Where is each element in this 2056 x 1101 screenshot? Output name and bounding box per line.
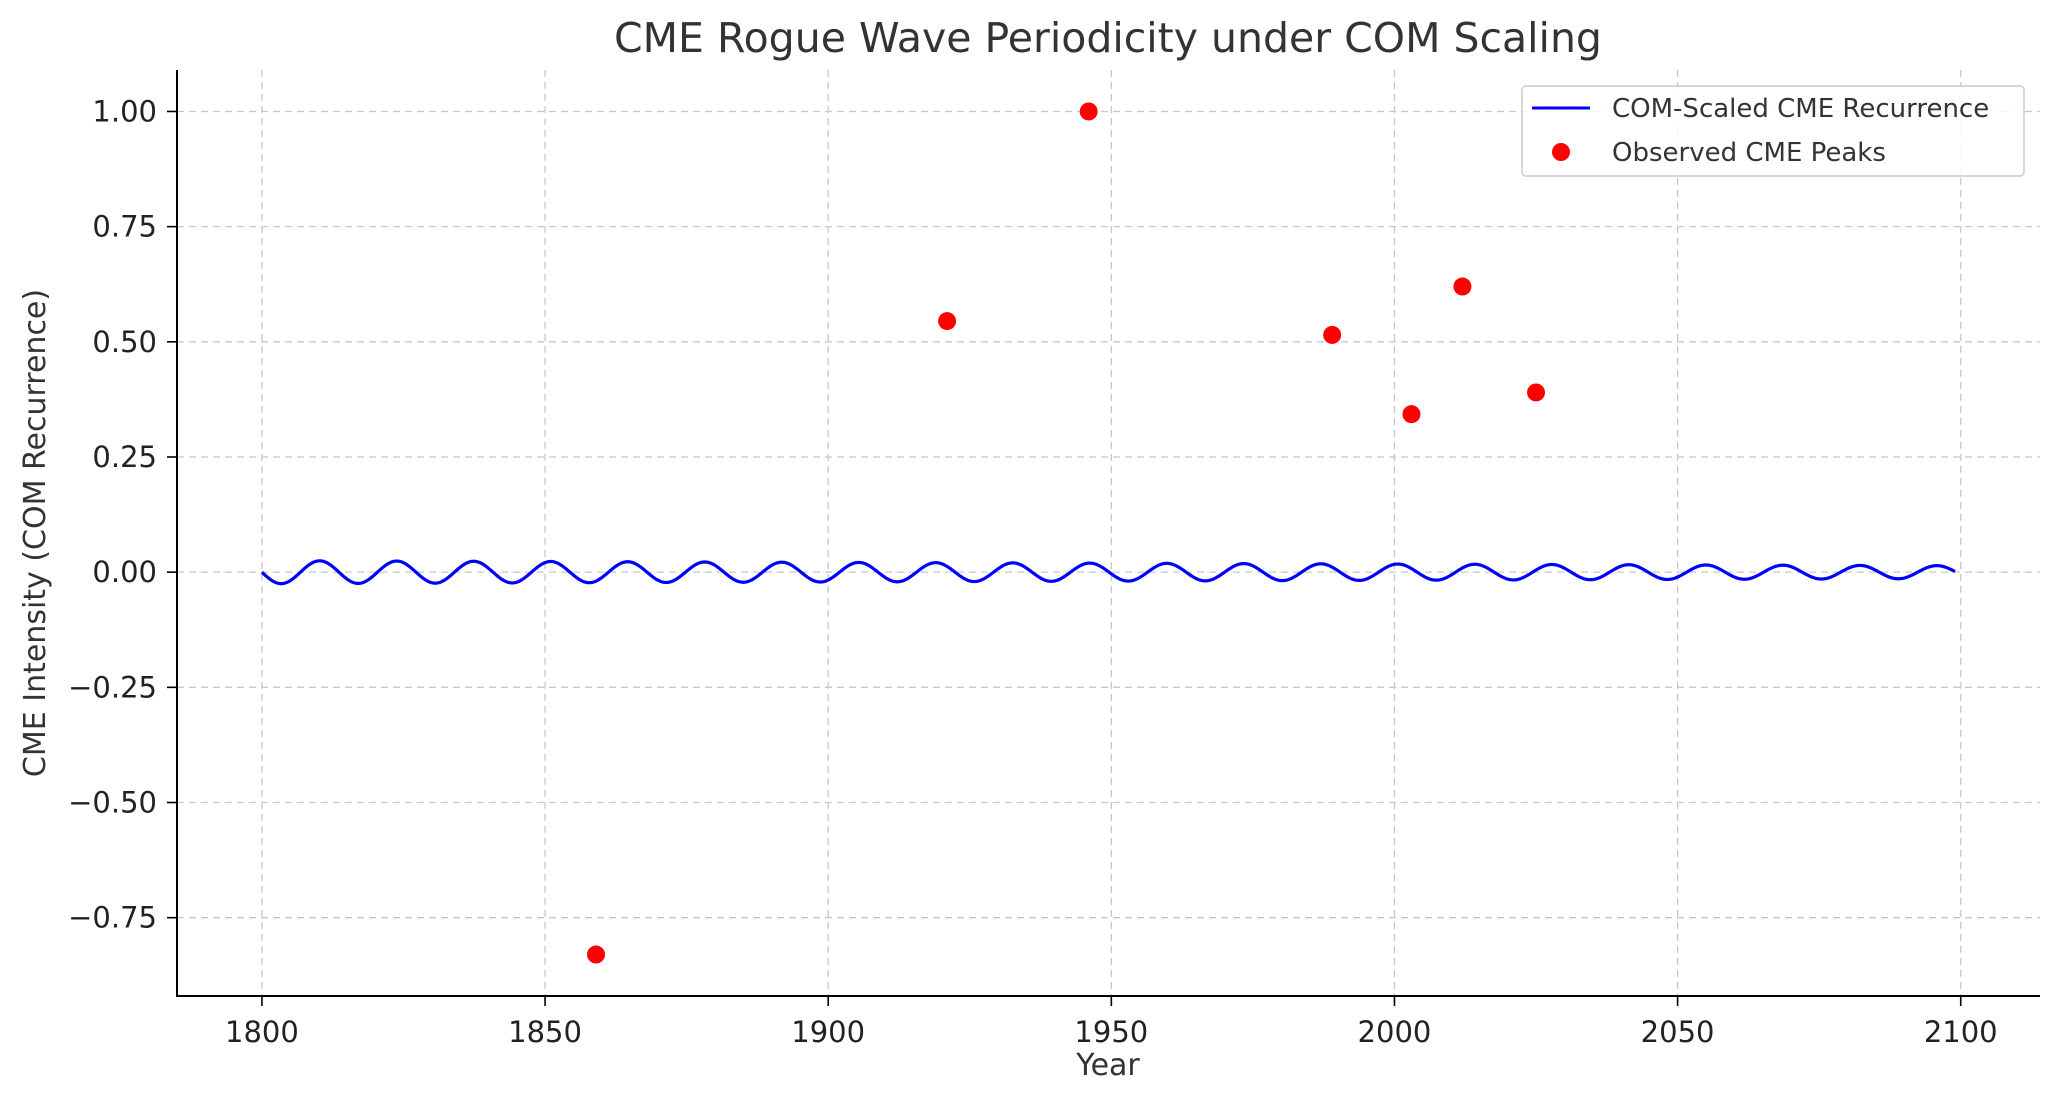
x-axis-label: Year xyxy=(1075,1048,1140,1083)
x-tick-label: 2100 xyxy=(1924,1015,1998,1049)
legend-box xyxy=(1521,85,2025,177)
x-tick-label: 1850 xyxy=(508,1015,582,1049)
y-tick-label: −0.25 xyxy=(68,670,157,704)
observed-cme-peak-point xyxy=(938,312,957,331)
y-tick-label: −0.75 xyxy=(68,901,157,935)
observed-cme-peak-point xyxy=(1453,277,1472,296)
series-line-com-scaled xyxy=(260,559,1957,586)
observed-cme-peak-point xyxy=(1323,325,1342,344)
y-axis-label: CME Intensity (COM Recurrence) xyxy=(18,289,53,777)
y-tick-label: 1.00 xyxy=(92,94,157,128)
series-line-group xyxy=(260,559,1957,586)
legend: COM-Scaled CME Recurrence Observed CME P… xyxy=(1521,85,2025,177)
legend-label-line: COM-Scaled CME Recurrence xyxy=(1612,94,1989,124)
legend-label-points: Observed CME Peaks xyxy=(1612,138,1886,168)
x-tick-label: 1950 xyxy=(1074,1015,1148,1049)
y-tick-label: 0.50 xyxy=(92,325,157,359)
x-tick-label: 2000 xyxy=(1358,1015,1432,1049)
y-tick-label: 0.75 xyxy=(92,210,157,244)
y-tick-label: 0.00 xyxy=(92,555,157,589)
axis-spines xyxy=(176,70,2040,997)
x-axis-ticks: 1800 1850 1900 1950 2000 2050 2100 xyxy=(225,996,1998,1049)
y-tick-label: 0.25 xyxy=(92,440,157,474)
legend-point-marker xyxy=(1552,143,1570,161)
observed-cme-peak-point xyxy=(1402,405,1421,424)
observed-cme-peak-point xyxy=(1079,102,1098,121)
chart-title: CME Rogue Wave Periodicity under COM Sca… xyxy=(614,14,1602,62)
x-tick-label: 1800 xyxy=(225,1015,299,1049)
observed-cme-peak-point xyxy=(1527,383,1546,402)
y-tick-label: −0.50 xyxy=(68,786,157,820)
y-axis-ticks: 1.00 0.75 0.50 0.25 0.00 −0.25 −0.50 −0.75 xyxy=(68,94,177,935)
series-points-group xyxy=(587,102,1546,964)
x-tick-label: 2050 xyxy=(1641,1015,1715,1049)
observed-cme-peak-point xyxy=(587,945,606,964)
x-tick-label: 1900 xyxy=(791,1015,865,1049)
